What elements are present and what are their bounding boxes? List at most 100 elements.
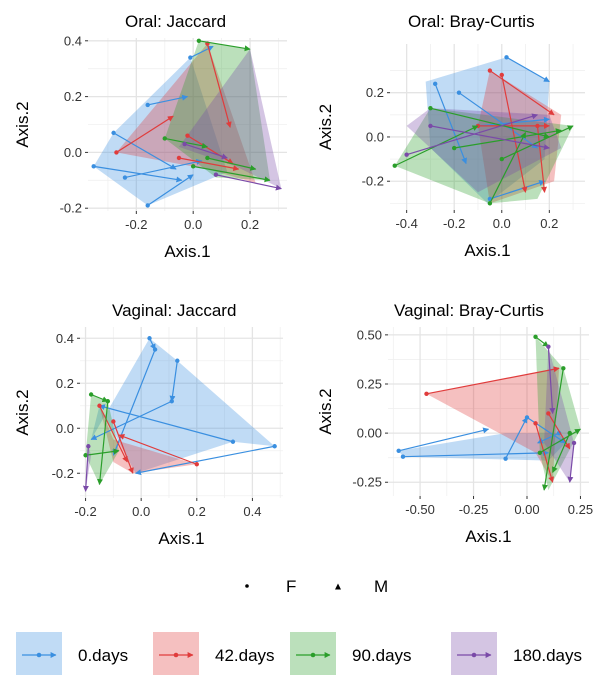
trajectory-90-days [198,40,251,52]
sample-point [503,456,508,461]
legend-item-42-days: 42.days [153,632,275,675]
y-tick-label: -0.2 [362,174,384,189]
sample-point [561,366,566,371]
trajectory-90-days [489,131,527,204]
sample-point [392,163,397,168]
trajectory-0-days [505,416,528,459]
sample-point [535,123,540,129]
sample-point [400,454,406,459]
x-tick-label: 0.2 [188,504,206,519]
sample-point [428,105,433,111]
trajectory-0-days [113,132,177,170]
trajectory-0-days [135,445,275,476]
hull-180-days [178,49,282,189]
hull-0-days [91,338,275,474]
trajectory-42-days [501,74,528,193]
sample-point [499,156,504,162]
sample-point [91,164,96,169]
trajectory-90-days [85,448,120,456]
legend-label: 0.days [78,646,128,665]
y-tick-label: 0.2 [56,376,74,391]
x-tick-label: 0.0 [132,504,150,519]
trajectory-42-days [206,43,232,128]
trajectory-42-days [547,413,571,450]
sample-point [97,403,102,408]
sample-point [105,399,111,404]
sample-point [546,344,551,349]
sample-point [111,130,116,136]
legend-label: 180.days [513,646,582,665]
panel-title: Oral: Bray-Curtis [408,12,535,31]
y-tick-label: -0.2 [60,201,82,216]
trajectory-42-days [112,421,134,474]
y-axis-label: Axis.2 [13,101,32,147]
x-tick-label: 0.25 [568,502,593,517]
sample-point [147,336,152,341]
trajectory-42-days [489,70,555,116]
x-tick-label: -0.2 [125,217,147,232]
sample-point [396,448,401,454]
y-tick-label: 0.4 [56,331,74,346]
trajectory-0-days [434,83,467,165]
x-tick-label: -0.25 [459,502,489,517]
trajectory-0-days [124,158,203,179]
trajectory-42-days [178,157,240,172]
shape-legend-label: F [286,577,296,596]
legend-key-point [310,652,316,658]
sample-point [537,450,543,455]
trajectory-0-days [526,416,566,444]
hull-42-days [426,368,560,483]
legend-item-180-days: 180.days [451,632,582,675]
triangle-shape-icon [335,583,341,590]
x-tick-label: 0.2 [241,217,259,232]
trajectory-90-days [539,428,581,454]
trajectory-0-days [147,94,189,106]
x-tick-label: 0.00 [514,502,539,517]
sample-point [432,81,438,87]
trajectory-0-days [506,56,550,83]
trajectory-180-days [184,143,228,160]
plot-area [390,44,585,210]
trajectory-180-days [547,346,556,415]
sample-point [533,421,538,426]
legend-key-point [36,652,42,658]
plot-area [80,327,283,498]
trajectory-42-days [98,405,128,463]
trajectory-42-days [536,125,547,193]
trajectory-0-days [398,427,490,452]
hull-90-days [164,40,270,181]
hull-42-days [116,43,256,184]
panel-2: -0.4 -0.2 0.0 0.2 -0.2 0.0 0.2 Oral: Bray-Curti… [316,12,585,260]
hull-90-days [85,394,119,485]
sample-point [424,391,429,397]
panel-title: Vaginal: Bray-Curtis [394,301,544,320]
x-axis-label: Axis.1 [464,241,510,260]
sample-point [499,72,504,78]
color-legend: 0.days 42.days 90.days 180.days [16,632,582,675]
sample-point [487,68,493,73]
y-tick-label: 0.2 [64,89,82,104]
trajectory-42-days [534,423,555,483]
sample-point [567,430,572,436]
trajectory-42-days [116,115,174,153]
panel-1: -0.2 0.0 0.2 -0.2 0.0 0.2 0.4 Oral: Jaccard Axis… [13,12,287,261]
legend-label: 90.days [352,646,412,665]
shape-legend-label: M [374,577,388,596]
y-axis-label: Axis.2 [316,104,335,150]
sample-point [152,347,158,352]
sample-point [428,123,433,129]
x-tick-label: -0.4 [395,216,417,231]
trajectory-90-days [97,401,109,486]
trajectory-90-days [430,107,550,139]
x-tick-label: -0.2 [443,216,465,231]
sample-point [404,152,409,157]
sample-point [504,55,509,60]
x-tick-label: -0.50 [405,502,435,517]
y-tick-label: 0.0 [64,145,82,160]
sample-point [86,444,91,449]
y-tick-label: 0.00 [357,426,382,441]
sample-point [176,155,182,161]
hull-180-days [85,446,92,492]
legend-label: 42.days [215,646,275,665]
y-tick-label: -0.25 [352,475,382,490]
